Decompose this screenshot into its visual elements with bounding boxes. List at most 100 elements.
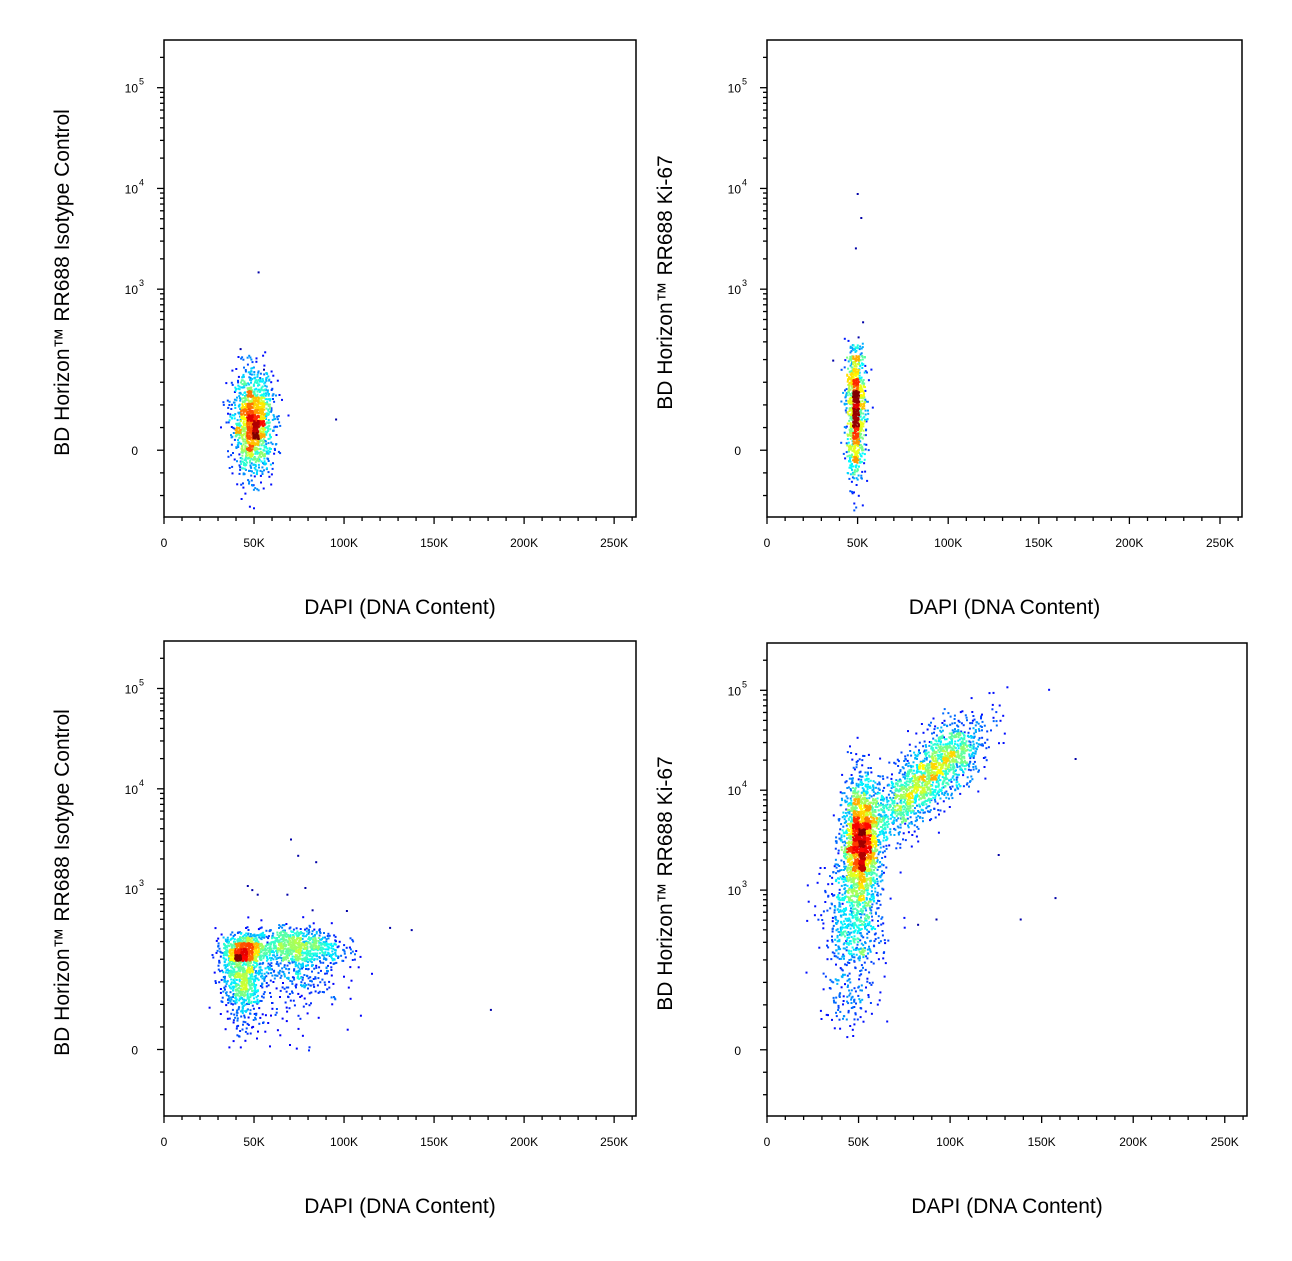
event-dot — [276, 931, 279, 934]
event-dot — [279, 925, 282, 928]
event-dot — [334, 949, 337, 952]
event-dot — [231, 1008, 234, 1011]
x-tick-label: 200K — [1115, 536, 1143, 550]
event-dot — [250, 433, 253, 436]
event-dot — [274, 425, 277, 428]
event-dot — [223, 942, 225, 945]
event-dot — [251, 458, 254, 461]
event-dot — [237, 384, 240, 387]
event-dot — [296, 943, 299, 946]
event-dot — [297, 966, 300, 969]
event-dot — [328, 943, 331, 946]
event-dot — [260, 951, 263, 954]
event-dot — [318, 956, 321, 958]
event-dot — [239, 468, 242, 471]
event-dot — [228, 404, 231, 406]
event-dot — [227, 971, 230, 974]
event-dot — [274, 443, 277, 446]
event-dot — [854, 466, 857, 469]
event-dot — [231, 369, 234, 372]
event-dot — [853, 397, 856, 400]
event-dot — [258, 458, 261, 461]
event-dot — [254, 388, 257, 391]
event-dot — [230, 434, 232, 437]
event-dot — [244, 940, 247, 943]
event-dot — [244, 944, 247, 947]
event-dot — [262, 435, 265, 438]
event-dot — [280, 957, 283, 960]
event-dot — [250, 961, 252, 964]
event-dot — [263, 991, 266, 994]
event-dot — [244, 1003, 247, 1006]
event-dot — [241, 436, 244, 439]
event-dot — [234, 965, 237, 968]
event-dot — [305, 940, 308, 943]
event-dot — [850, 416, 853, 419]
event-dot — [228, 971, 231, 973]
event-dot — [303, 947, 306, 950]
event-dot — [864, 434, 867, 437]
event-dot — [827, 1014, 829, 1017]
event-dot — [861, 449, 864, 452]
event-dot — [248, 387, 251, 389]
event-dot — [349, 937, 352, 940]
event-dot — [235, 428, 238, 431]
event-dot — [308, 942, 311, 945]
event-dot — [248, 371, 251, 374]
event-dot — [297, 1014, 300, 1017]
event-dot — [833, 865, 836, 868]
event-dot — [330, 969, 333, 971]
event-dot — [863, 356, 866, 359]
event-dot — [280, 933, 283, 936]
event-dot — [253, 456, 256, 459]
event-dot — [854, 379, 857, 382]
event-dot — [279, 962, 282, 965]
event-dot — [274, 974, 277, 977]
event-dot — [283, 924, 286, 927]
event-dot — [252, 1001, 255, 1003]
event-dot — [852, 376, 855, 379]
event-dot — [256, 952, 259, 955]
event-dot — [269, 992, 272, 994]
event-dot — [853, 395, 856, 398]
y-axis-title: BD Horizon™ RR688 Isotype Control — [51, 709, 74, 1056]
event-dot — [863, 371, 866, 374]
event-dot — [245, 451, 248, 454]
event-dot — [856, 435, 859, 438]
outlier-dot — [246, 885, 249, 887]
event-dot — [322, 961, 325, 964]
event-dot — [278, 924, 281, 927]
event-dot — [310, 944, 313, 947]
event-dot — [268, 954, 271, 957]
y-tick-label: 10 — [728, 82, 742, 96]
event-dot — [289, 951, 292, 953]
event-dot — [234, 407, 237, 409]
x-tick-label: 200K — [510, 536, 538, 550]
event-dot — [241, 990, 244, 993]
event-dot — [299, 972, 302, 975]
event-dot — [218, 947, 221, 950]
event-dot — [268, 946, 271, 949]
event-dot — [249, 469, 252, 472]
event-dot — [261, 986, 264, 989]
event-dot — [255, 357, 258, 360]
event-dot — [253, 507, 255, 510]
event-dot — [299, 946, 302, 949]
event-dot — [258, 1007, 261, 1010]
event-dot — [276, 939, 279, 942]
event-dot — [250, 422, 253, 425]
event-dot — [238, 397, 241, 399]
event-dot — [261, 982, 264, 985]
event-dot — [318, 934, 321, 937]
event-dot — [258, 966, 261, 969]
event-dot — [258, 424, 261, 427]
event-dot — [333, 997, 336, 1000]
event-dot — [319, 981, 322, 984]
event-dot — [867, 994, 870, 996]
plot-frame — [766, 39, 1243, 518]
event-dot — [243, 937, 246, 940]
event-dot — [246, 406, 249, 408]
event-dot — [299, 977, 302, 979]
event-dot — [243, 473, 246, 476]
